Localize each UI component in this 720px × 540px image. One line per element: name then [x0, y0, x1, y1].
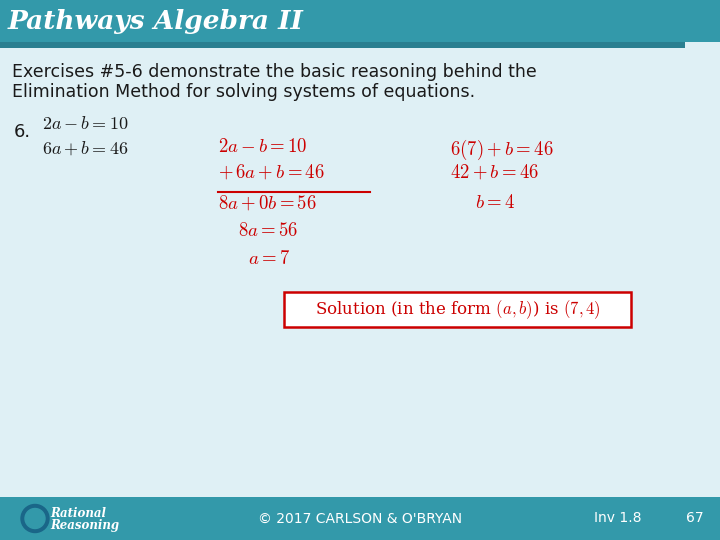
- Text: $2a-b=10$: $2a-b=10$: [218, 138, 307, 156]
- Text: Exercises #5-6 demonstrate the basic reasoning behind the: Exercises #5-6 demonstrate the basic rea…: [12, 63, 536, 81]
- Text: Pathways Algebra II: Pathways Algebra II: [8, 10, 304, 35]
- Text: $42+b=46$: $42+b=46$: [450, 163, 539, 182]
- Text: 67: 67: [686, 511, 704, 525]
- Text: Inv 1.8: Inv 1.8: [594, 511, 642, 525]
- Text: $6(7)+b=46$: $6(7)+b=46$: [450, 138, 554, 162]
- Bar: [0, 0, 720, 42]
- Text: $8a+0b=56$: $8a+0b=56$: [218, 194, 317, 213]
- Text: Reasoning: Reasoning: [50, 519, 119, 532]
- Text: $8a=56$: $8a=56$: [238, 222, 298, 240]
- Text: © 2017 CARLSON & O'BRYAN: © 2017 CARLSON & O'BRYAN: [258, 511, 462, 525]
- Text: $b=4$: $b=4$: [475, 194, 515, 212]
- Bar: [0, 42, 685, 48]
- Text: $6a+b=46$: $6a+b=46$: [42, 140, 128, 158]
- Text: $+\,6a+b=46$: $+\,6a+b=46$: [218, 163, 325, 182]
- Text: Elimination Method for solving systems of equations.: Elimination Method for solving systems o…: [12, 83, 475, 101]
- Bar: [0, 497, 720, 540]
- Circle shape: [21, 504, 49, 532]
- Text: $a=7$: $a=7$: [248, 250, 290, 268]
- FancyBboxPatch shape: [284, 292, 631, 327]
- Text: Solution (in the form $(a,b)$) is $\mathbf{(7,4)}$: Solution (in the form $(a,b)$) is $\math…: [315, 298, 600, 321]
- Text: $2a-b=10$: $2a-b=10$: [42, 115, 128, 133]
- Circle shape: [25, 509, 45, 529]
- Text: 6.: 6.: [14, 123, 31, 141]
- Text: Rational: Rational: [50, 507, 106, 520]
